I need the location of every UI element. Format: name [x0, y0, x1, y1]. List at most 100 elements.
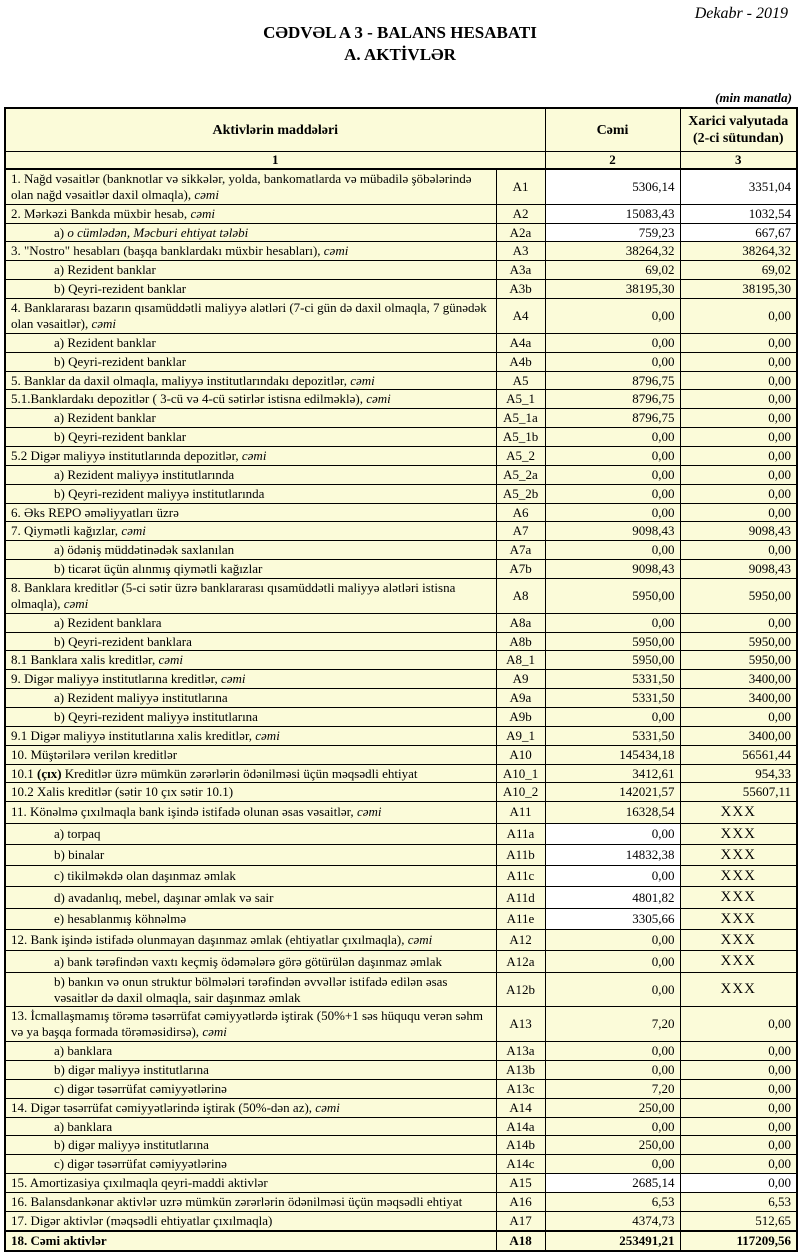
value-cemi: 0,00 — [544, 865, 681, 888]
table-row: 13. İcmallaşmamış törəmə təsərrüfat cəmi… — [4, 1006, 798, 1043]
table-header-row: Aktivlərin maddələri Cəmi Xarici valyuta… — [4, 107, 798, 153]
value-xarici: XXX — [679, 971, 798, 1008]
table-row: d) avadanlıq, mebel, daşınar əmlak və sa… — [4, 886, 798, 909]
value-xarici: XXX — [679, 865, 798, 888]
table-row: 4. Banklararası bazarın qısamüddətli mal… — [4, 298, 798, 334]
value-cemi: 0,00 — [544, 1059, 681, 1080]
item-code: A8a — [495, 612, 546, 633]
table-row: b) Qeyri-rezident banklar A5_1b 0,00 0,00 — [4, 427, 798, 447]
table-body: 1. Nağd vəsaitlər (banknotlar və sikkələ… — [4, 168, 798, 1252]
item-code: A10_2 — [495, 782, 546, 803]
item-code: A12a — [495, 950, 546, 973]
item-label: 11. Könəlmə çıxılmaqla bank işində istif… — [4, 801, 497, 824]
value-xarici: 0,00 — [679, 1059, 798, 1080]
item-code: A9b — [495, 706, 546, 727]
item-code: A2 — [495, 203, 546, 224]
value-xarici: 3351,04 — [679, 168, 798, 205]
item-code: A10_1 — [495, 763, 546, 784]
value-xarici: 5950,00 — [679, 650, 798, 671]
item-code: A14a — [495, 1116, 546, 1137]
item-label: b) ticarət üçün alınmış qiymətli kağızla… — [4, 559, 497, 579]
item-label: c) tikilməkdə olan daşınmaz əmlak — [4, 865, 497, 888]
table-row: 16. Balansdankənar aktivlər uzrə mümkün … — [4, 1191, 798, 1212]
value-xarici: 38195,30 — [679, 279, 798, 300]
value-cemi: 15083,43 — [544, 203, 681, 224]
value-xarici: 1032,54 — [679, 203, 798, 224]
value-cemi: 9098,43 — [544, 559, 681, 579]
value-cemi: 0,00 — [544, 706, 681, 727]
item-code: A14 — [495, 1097, 546, 1118]
value-xarici: 9098,43 — [679, 559, 798, 579]
value-xarici: 0,00 — [679, 1041, 798, 1061]
item-label: e) hesablanmış köhnəlmə — [4, 907, 497, 931]
item-label: 5.2 Digər maliyyə institutlarında depozi… — [4, 445, 497, 466]
value-xarici: 56561,44 — [679, 744, 798, 765]
item-label: b) bankın və onun struktur bölmələri tər… — [4, 971, 497, 1008]
item-label: 12. Bank işində istifadə olunmayan daşın… — [4, 929, 497, 952]
table-row: b) bankın və onun struktur bölmələri tər… — [4, 971, 798, 1008]
balance-sheet-table: Aktivlərin maddələri Cəmi Xarici valyuta… — [4, 107, 799, 1252]
item-label: 5.1.Banklardakı depozitlər ( 3-cü və 4-c… — [4, 389, 497, 410]
value-cemi: 69,02 — [544, 260, 681, 281]
value-cemi: 8796,75 — [544, 408, 681, 429]
item-label: 1. Nağd vəsaitlər (banknotlar və sikkələ… — [4, 168, 497, 205]
value-xarici: 0,00 — [679, 540, 798, 561]
value-cemi: 5950,00 — [544, 631, 681, 652]
value-cemi: 145434,18 — [544, 744, 681, 765]
table-row: b) ticarət üçün alınmış qiymətli kağızla… — [4, 559, 798, 579]
item-code: A3b — [495, 279, 546, 300]
value-xarici: 0,00 — [679, 332, 798, 353]
value-cemi: 5306,14 — [544, 168, 681, 205]
table-row: b) Qeyri-rezident banklara A8b 5950,00 5950… — [4, 631, 798, 652]
value-cemi: 0,00 — [544, 483, 681, 504]
table-index-row: 1 2 3 — [4, 151, 798, 171]
item-label: c) digər təsərrüfat cəmiyyətlərinə — [4, 1078, 497, 1099]
item-code: A5_1a — [495, 408, 546, 429]
report-title: CƏDVƏL A 3 - BALANS HESABATI A. AKTİVLƏR — [0, 0, 800, 66]
total-row: 18. Cəmi aktivlər A18 253491,21 117209,56 — [4, 1229, 798, 1252]
item-code: A13 — [495, 1006, 546, 1043]
value-xarici: 38264,32 — [679, 241, 798, 262]
table-row: b) Qeyri-rezident maliyyə institutlarına… — [4, 706, 798, 727]
value-cemi: 250,00 — [544, 1097, 681, 1118]
item-label: 10.2 Xalis kreditlər (sətir 10 çıx sətir… — [4, 782, 497, 803]
report-title-line1: CƏDVƏL A 3 - BALANS HESABATI — [263, 23, 537, 42]
item-code: A11 — [495, 801, 546, 824]
item-code: A1 — [495, 168, 546, 205]
value-xarici: 0,00 — [679, 445, 798, 466]
value-xarici: 0,00 — [679, 1154, 798, 1175]
item-label: a) Rezident banklar — [4, 260, 497, 281]
item-label: c) digər təsərrüfat cəmiyyətlərinə — [4, 1154, 497, 1175]
item-code: A9 — [495, 669, 546, 690]
item-label: b) digər maliyyə institutlarına — [4, 1135, 497, 1156]
value-cemi: 4801,82 — [544, 886, 681, 909]
table-row: c) digər təsərrüfat cəmiyyətlərinə A13c 7,… — [4, 1078, 798, 1099]
item-label: a) o cümlədən, Məcburi ehtiyat tələbi — [4, 222, 497, 243]
table-row: e) hesablanmış köhnəlmə A11e 3305,66 XXX — [4, 907, 798, 931]
item-code: A10 — [495, 744, 546, 765]
item-label: b) Qeyri-rezident maliyyə institutlarına — [4, 706, 497, 727]
value-cemi: 5331,50 — [544, 725, 681, 746]
item-label: b) binalar — [4, 843, 497, 867]
value-xarici: 954,33 — [679, 763, 798, 784]
item-code: A11b — [495, 843, 546, 867]
table-row: a) banklara A14a 0,00 0,00 — [4, 1116, 798, 1137]
item-code: A13c — [495, 1078, 546, 1099]
table-row: 17. Digər aktivlər (məqsədli ehtiyatlar … — [4, 1210, 798, 1232]
item-code: A11d — [495, 886, 546, 909]
value-xarici: 3400,00 — [679, 669, 798, 690]
value-xarici: 0,00 — [679, 612, 798, 633]
item-label: a) Rezident banklar — [4, 408, 497, 429]
item-label: a) Rezident banklar — [4, 332, 497, 353]
item-code: A5_2 — [495, 445, 546, 466]
report-date: Dekabr - 2019 — [694, 5, 788, 22]
table-row: 12. Bank işində istifadə olunmayan daşın… — [4, 929, 798, 952]
item-label: 18. Cəmi aktivlər — [4, 1229, 497, 1252]
value-cemi: 0,00 — [544, 971, 681, 1008]
table-row: a) Rezident banklara A8a 0,00 0,00 — [4, 612, 798, 633]
value-xarici: 0,00 — [679, 1078, 798, 1099]
table-row: a) Rezident maliyyə institutlarına A9a 533… — [4, 688, 798, 708]
value-xarici: 0,00 — [679, 464, 798, 485]
item-code: A15 — [495, 1173, 546, 1193]
